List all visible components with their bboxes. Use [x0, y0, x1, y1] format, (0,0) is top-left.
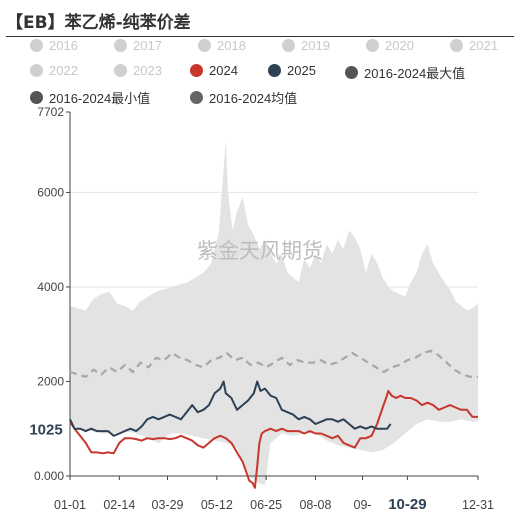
y-tick-label: 7702	[37, 105, 64, 119]
legend-marker-icon	[450, 39, 463, 52]
legend-item-2017[interactable]: 2017	[114, 38, 162, 53]
x-tick-label: 05-12	[201, 498, 233, 512]
legend-marker-icon	[30, 39, 43, 52]
x-tick-label: 02-14	[103, 498, 135, 512]
legend-label: 2017	[133, 38, 162, 53]
legend-marker-icon	[282, 39, 295, 52]
legend-marker-icon	[198, 39, 211, 52]
legend-item-2018[interactable]: 2018	[198, 38, 246, 53]
legend-marker-icon	[190, 64, 203, 77]
legend-label: 2024	[209, 63, 238, 78]
legend-label: 2021	[469, 38, 498, 53]
legend-label: 2023	[133, 63, 162, 78]
legend-item-2020[interactable]: 2020	[366, 38, 414, 53]
x-tick-label: 06-25	[250, 498, 282, 512]
legend-label: 2022	[49, 63, 78, 78]
x-tick-label: 08-08	[299, 498, 331, 512]
legend-label: 2018	[217, 38, 246, 53]
legend-marker-icon	[268, 64, 281, 77]
last-value-box	[22, 417, 68, 440]
legend-marker-icon	[366, 39, 379, 52]
x-tick-label-current: 10-29	[388, 496, 426, 513]
legend-item-2024[interactable]: 2024	[190, 63, 238, 78]
legend-item-2016-2024最大值[interactable]: 2016-2024最大值	[345, 63, 465, 82]
y-tick-label: 4000	[37, 280, 64, 294]
max-min-band	[70, 140, 478, 486]
legend-marker-icon	[30, 64, 43, 77]
title-divider	[6, 36, 514, 37]
legend-item-2019[interactable]: 2019	[282, 38, 330, 53]
legend-label: 2016-2024均值	[209, 91, 298, 106]
watermark: 紫金天风期货	[197, 239, 323, 263]
legend-item-2025[interactable]: 2025	[268, 63, 316, 78]
series-line-2024	[69, 389, 478, 489]
series-line-2025	[69, 380, 392, 437]
legend-item-2021[interactable]: 2021	[450, 38, 498, 53]
legend-label: 2016	[49, 38, 78, 53]
legend-label: 2016-2024最小值	[49, 91, 151, 106]
legend-label: 2016-2024最大值	[364, 66, 466, 81]
legend-marker-icon	[190, 91, 203, 104]
legend-label: 2019	[301, 38, 330, 53]
y-tick-label: 0.000	[34, 469, 64, 483]
legend-item-2016-2024最小值[interactable]: 2016-2024最小值	[30, 88, 150, 107]
legend-item-2023[interactable]: 2023	[114, 63, 162, 78]
legend-item-2016-2024均值[interactable]: 2016-2024均值	[190, 88, 297, 107]
series-line-mean	[69, 349, 478, 378]
y-tick-label: 6000	[37, 185, 64, 199]
legend-marker-icon	[30, 91, 43, 104]
legend-item-2022[interactable]: 2022	[30, 63, 78, 78]
legend-marker-icon	[114, 64, 127, 77]
x-tick-label: 03-29	[152, 498, 184, 512]
chart-title: 【EB】苯乙烯-纯苯价差	[6, 13, 191, 33]
last-value-label: 1025	[29, 422, 62, 439]
legend-label: 2020	[385, 38, 414, 53]
x-tick-label: 01-01	[54, 498, 86, 512]
legend-marker-icon	[345, 66, 358, 79]
legend: 2016 2017 2018 2019 2020 2021 2022 2023 2024 2025…	[0, 0, 522, 110]
y-tick-label: 2000	[37, 374, 64, 388]
x-tick-label: 12-31	[462, 498, 494, 512]
legend-item-2016[interactable]: 2016	[30, 38, 78, 53]
x-tick-label: 09-	[354, 498, 372, 512]
legend-marker-icon	[114, 39, 127, 52]
legend-label: 2025	[287, 63, 316, 78]
